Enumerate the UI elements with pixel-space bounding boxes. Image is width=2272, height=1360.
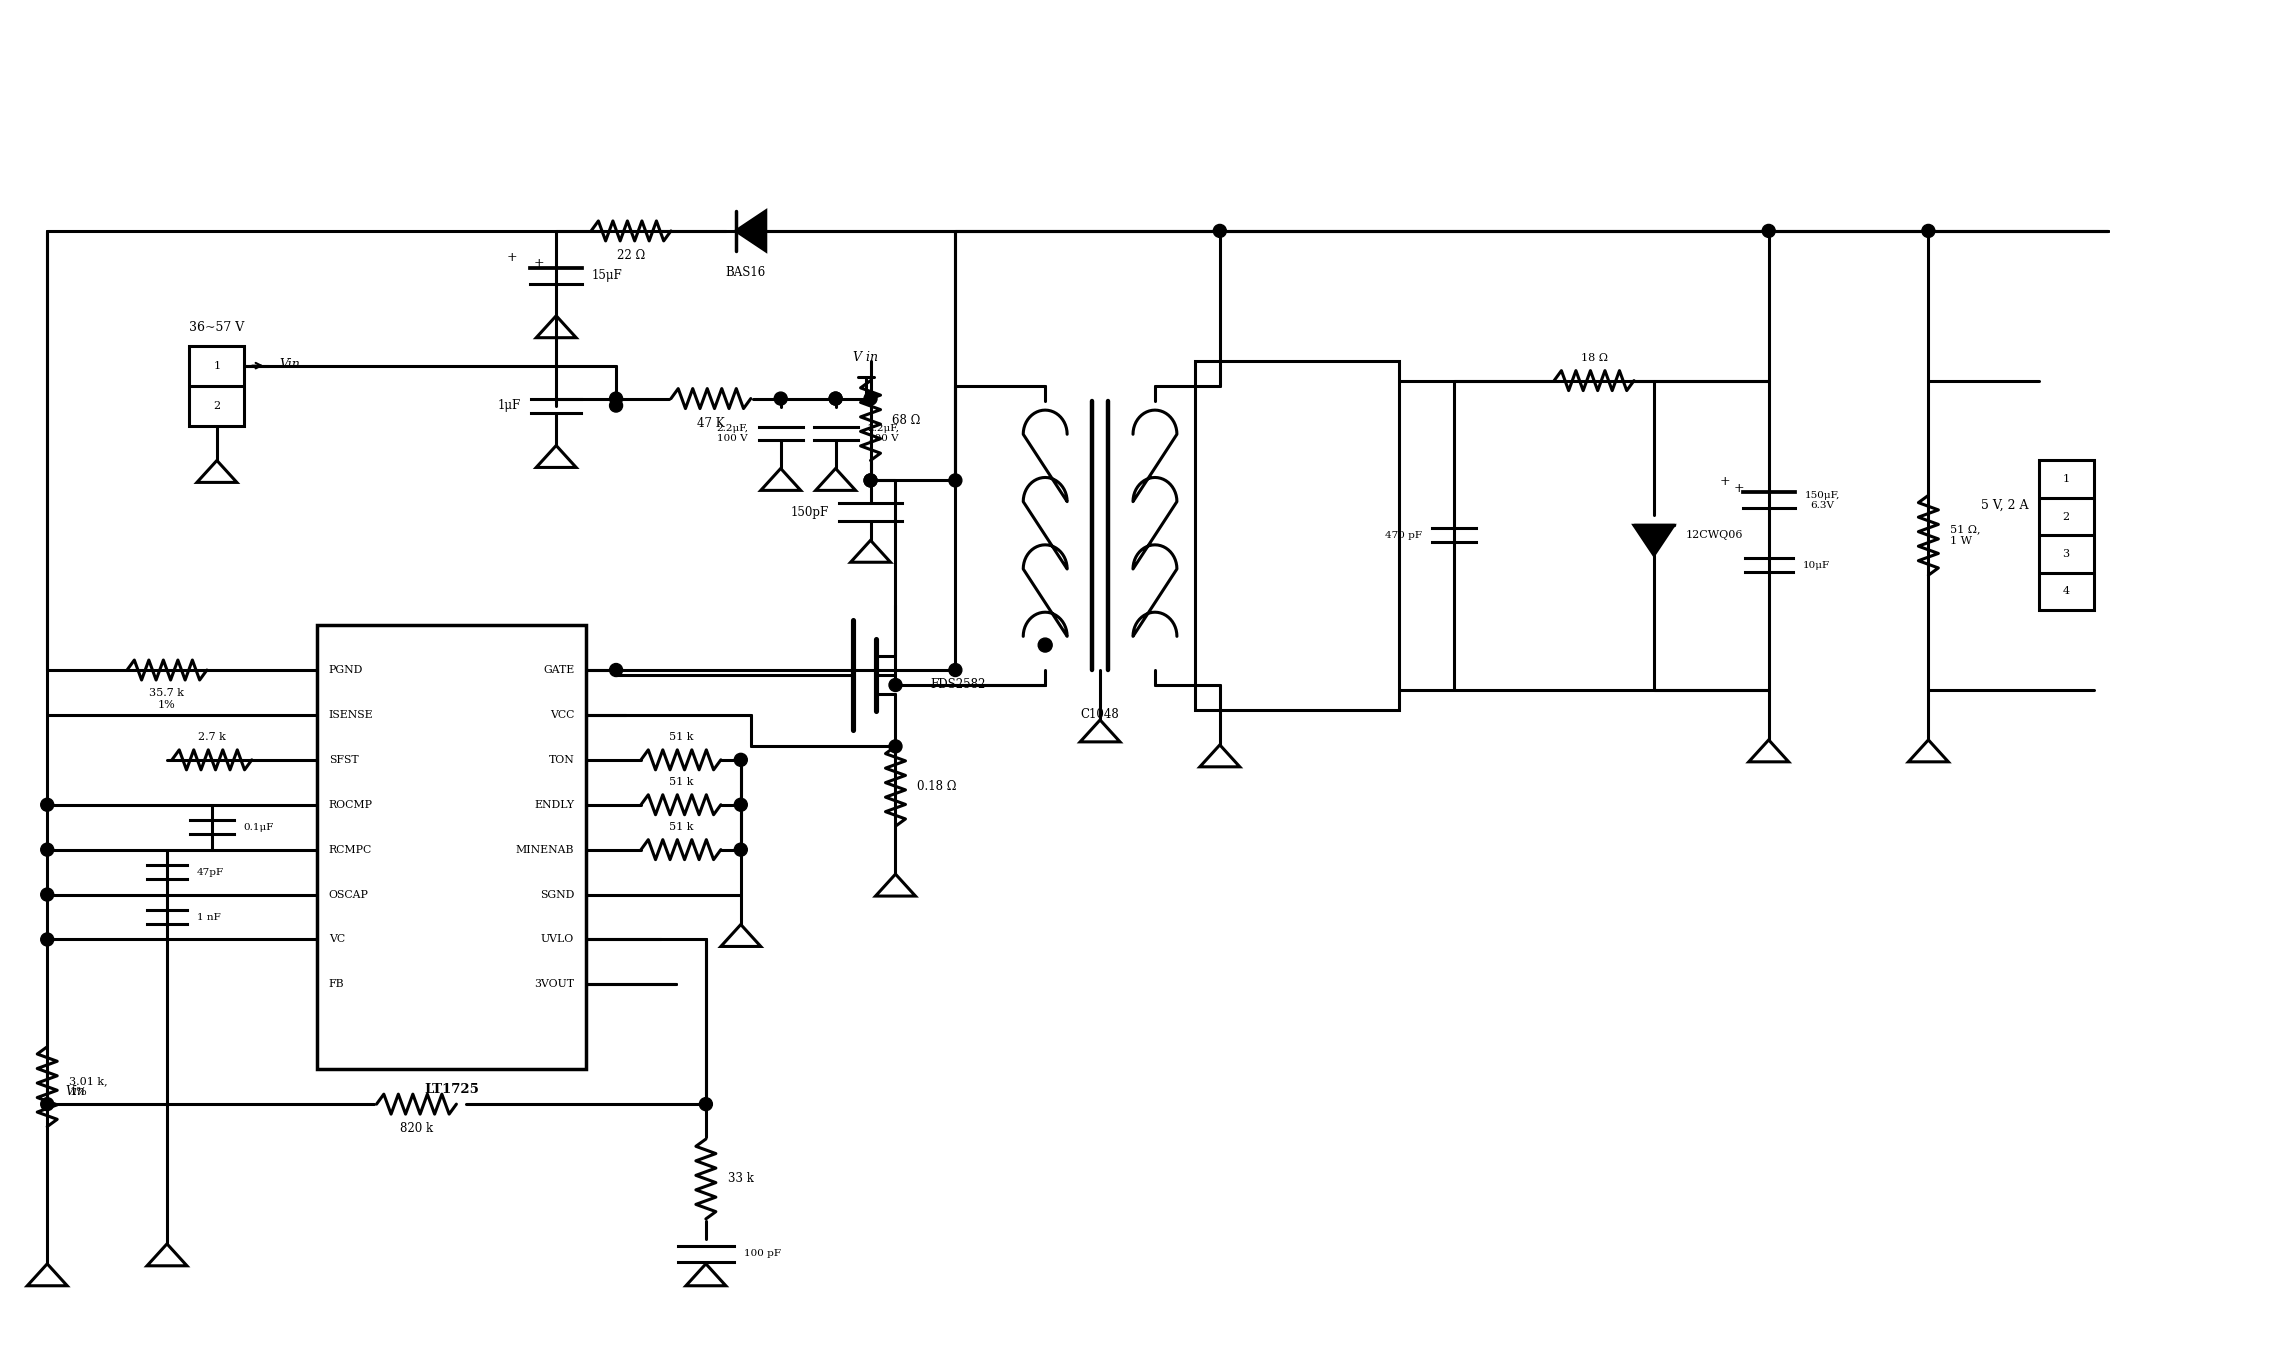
Text: OSCAP: OSCAP [329, 889, 368, 899]
Text: 1: 1 [214, 360, 220, 371]
Circle shape [863, 473, 877, 487]
Text: 18 Ω: 18 Ω [1581, 352, 1609, 363]
Text: 12CWQ06: 12CWQ06 [1686, 530, 1743, 540]
Circle shape [888, 679, 902, 691]
Text: 33 k: 33 k [727, 1172, 754, 1186]
Circle shape [775, 392, 786, 405]
Text: 0.18 Ω: 0.18 Ω [918, 779, 957, 793]
Text: ENDLY: ENDLY [534, 800, 575, 809]
Text: 2: 2 [214, 401, 220, 411]
Text: LT1725: LT1725 [425, 1083, 479, 1096]
Text: RCMPC: RCMPC [329, 845, 373, 854]
Text: 15μF: 15μF [593, 269, 623, 283]
Text: 68 Ω: 68 Ω [893, 413, 920, 427]
Text: UVLO: UVLO [541, 934, 575, 944]
Text: TON: TON [548, 755, 575, 764]
Text: ROCMP: ROCMP [329, 800, 373, 809]
Text: PGND: PGND [329, 665, 364, 675]
Text: 820 k: 820 k [400, 1122, 434, 1136]
Circle shape [609, 392, 623, 405]
Circle shape [829, 392, 843, 405]
Text: 2: 2 [2063, 511, 2070, 522]
Text: 47pF: 47pF [198, 868, 225, 877]
Circle shape [863, 473, 877, 487]
Text: +: + [507, 250, 518, 264]
Text: Vin: Vin [66, 1085, 84, 1098]
Bar [189, 345, 245, 426]
Text: FB: FB [329, 979, 343, 989]
Bar [316, 626, 586, 1069]
Circle shape [41, 1098, 55, 1111]
Text: 51 Ω,
1 W: 51 Ω, 1 W [1949, 525, 1981, 547]
Text: 47 K: 47 K [698, 416, 725, 430]
Text: 35.7 k
1%: 35.7 k 1% [150, 688, 184, 710]
Text: VC: VC [329, 934, 345, 944]
Polygon shape [1634, 525, 1674, 555]
Text: 150pF: 150pF [791, 506, 829, 520]
Circle shape [888, 740, 902, 753]
Circle shape [1763, 224, 1774, 238]
Text: 0.1μF: 0.1μF [243, 823, 275, 832]
Text: V in: V in [852, 351, 877, 363]
Text: +: + [1734, 481, 1745, 495]
Polygon shape [736, 211, 766, 250]
Text: 100 pF: 100 pF [743, 1250, 782, 1258]
Text: SGND: SGND [541, 889, 575, 899]
Circle shape [1922, 224, 1936, 238]
Circle shape [950, 664, 961, 676]
Text: 2.2μF,
100 V: 2.2μF, 100 V [716, 424, 750, 443]
Circle shape [734, 843, 747, 857]
Text: 51 k: 51 k [668, 732, 693, 741]
Circle shape [41, 798, 55, 811]
Text: 2.2μF,
100 V: 2.2μF, 100 V [868, 424, 900, 443]
Text: 150μF,
6.3V: 150μF, 6.3V [1804, 491, 1840, 510]
Text: Vin: Vin [279, 358, 300, 371]
Text: SFST: SFST [329, 755, 359, 764]
Text: ISENSE: ISENSE [329, 710, 373, 719]
Circle shape [863, 392, 877, 405]
Circle shape [41, 843, 55, 857]
Text: 470 pF: 470 pF [1386, 530, 1422, 540]
Text: 3VOUT: 3VOUT [534, 979, 575, 989]
Text: 3.01 k,
1%: 3.01 k, 1% [68, 1076, 107, 1098]
Circle shape [1213, 224, 1227, 238]
Circle shape [41, 933, 55, 947]
Text: 1μF: 1μF [498, 398, 520, 412]
Text: FDS2582: FDS2582 [932, 679, 986, 691]
Text: 2.7 k: 2.7 k [198, 732, 225, 741]
Text: 5 V, 2 A: 5 V, 2 A [1981, 499, 2029, 511]
Text: 36~57 V: 36~57 V [189, 321, 245, 335]
Circle shape [609, 398, 623, 412]
Text: 22 Ω: 22 Ω [618, 249, 645, 262]
Text: 1 nF: 1 nF [198, 913, 220, 922]
Text: +: + [1720, 476, 1729, 488]
Text: GATE: GATE [543, 665, 575, 675]
Text: MINENAB: MINENAB [516, 845, 575, 854]
Text: 51 k: 51 k [668, 821, 693, 832]
Text: 10μF: 10μF [1802, 560, 1829, 570]
Circle shape [734, 753, 747, 766]
Text: 1: 1 [2063, 475, 2070, 484]
Circle shape [41, 888, 55, 902]
Text: 3: 3 [2063, 549, 2070, 559]
Circle shape [950, 473, 961, 487]
Text: 4: 4 [2063, 586, 2070, 597]
Circle shape [1038, 638, 1052, 651]
Bar [1195, 360, 1400, 710]
Circle shape [700, 1098, 713, 1111]
Circle shape [829, 392, 843, 405]
Circle shape [609, 664, 623, 676]
Text: BAS16: BAS16 [725, 265, 766, 279]
Text: C1048: C1048 [1081, 709, 1120, 721]
Text: +: + [534, 257, 545, 271]
Bar [2038, 461, 2093, 611]
Text: 51 k: 51 k [668, 777, 693, 787]
Circle shape [734, 798, 747, 811]
Text: VCC: VCC [550, 710, 575, 719]
